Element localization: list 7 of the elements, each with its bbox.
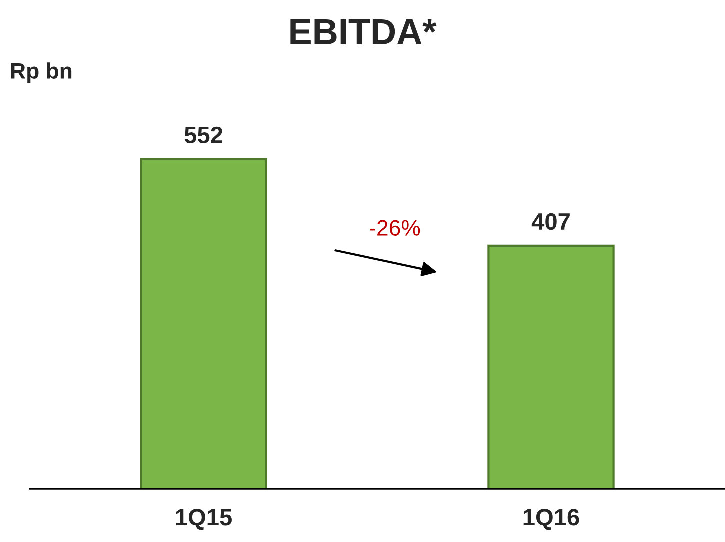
y-axis-title: Rp bn bbox=[11, 62, 72, 84]
annotation: -26% bbox=[370, 220, 420, 236]
data-label: 552 bbox=[184, 126, 223, 144]
data-label: 407 bbox=[532, 213, 570, 230]
x-tick-label: 1Q15 bbox=[176, 509, 232, 530]
x-tick-label: 1Q16 bbox=[524, 509, 580, 530]
chart-title: EBITDA* bbox=[290, 19, 437, 44]
